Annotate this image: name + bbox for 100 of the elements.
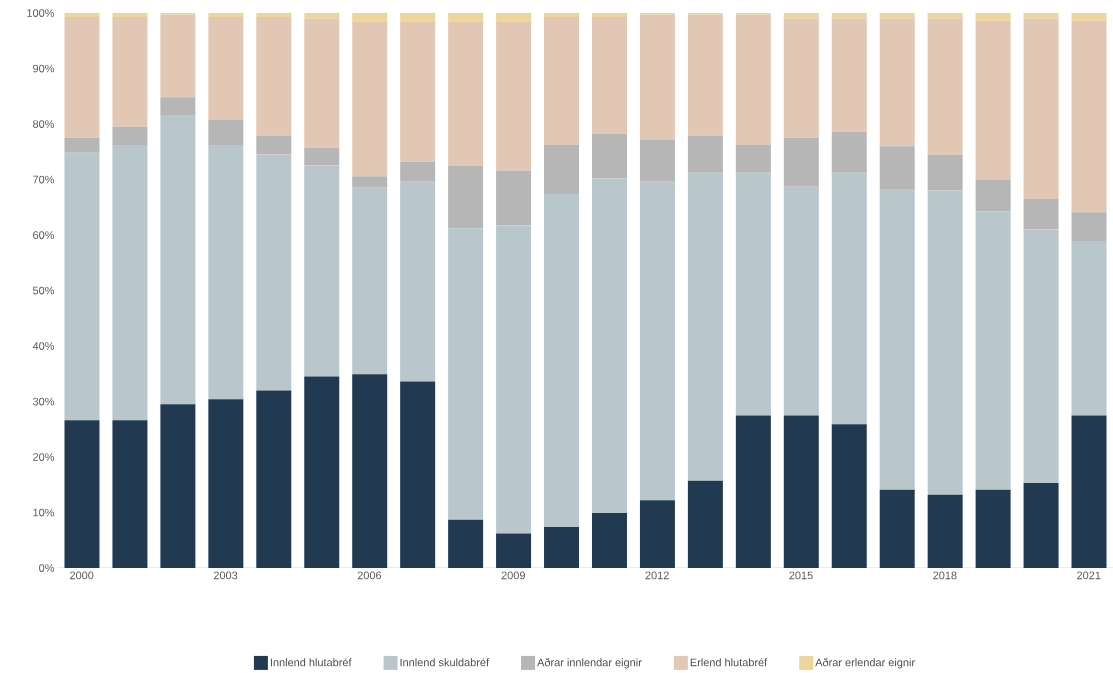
bar [639,14,675,141]
bar [352,374,388,568]
y-tick-label: 70% [33,175,55,184]
bar [160,14,196,98]
bar [1071,415,1107,568]
bar [208,399,244,568]
y-tick-label: 10% [33,508,55,517]
bar [783,18,819,138]
y-tick-label: 90% [33,64,55,73]
y-tick-label: 50% [32,286,55,295]
bar [64,16,100,138]
y-tick-label: 0% [39,564,55,572]
bar [208,145,244,400]
x-tick-label: 2006 [357,571,382,580]
bar [687,480,723,568]
legend-label: Erlend hlutabréf [690,658,768,667]
bar [927,155,963,191]
bar [400,161,436,182]
x-tick-label: 2009 [501,571,525,580]
bar [496,21,532,171]
bar [256,390,292,568]
legend-label: Aðrar innlendar eignir [537,658,642,669]
bar [591,513,627,568]
bar [544,526,580,568]
bar [879,12,915,19]
bar [448,165,484,229]
bar [256,154,292,391]
bar [1023,18,1059,199]
bar [591,12,627,17]
bar [304,12,340,19]
bar [735,415,771,568]
bar [304,376,340,568]
bar [735,172,771,416]
bar [544,193,580,527]
bar [208,120,244,146]
bar [352,21,388,177]
bar [831,172,867,425]
bar [975,180,1011,212]
bar [735,14,771,146]
bar [927,190,963,495]
bar [927,494,963,568]
bar [879,489,915,568]
bar [64,152,100,421]
bar [496,225,532,534]
bar [1023,229,1059,484]
bar [783,12,819,19]
bar [448,519,484,568]
bar [112,420,148,568]
bar [831,18,867,132]
bar [544,16,580,146]
bar [927,12,963,19]
bar [975,211,1011,490]
bar [400,181,436,382]
bar [591,133,627,179]
bar [352,187,388,375]
bar [256,16,292,136]
bar [1071,212,1107,242]
bar [831,424,867,568]
bar [1023,483,1059,568]
bar [783,137,819,187]
bar [927,18,963,156]
bar [352,176,388,188]
bar [687,135,723,173]
bar [448,21,484,166]
bar [448,12,484,22]
bar [64,137,100,153]
bar [783,186,819,416]
bar [975,12,1011,21]
bar [496,533,532,568]
bar [112,16,148,127]
bar [1023,12,1059,19]
y-tick-label: 30% [32,397,55,406]
y-tick-label: 100% [27,9,55,17]
x-tick-label: 2021 [1077,571,1101,580]
bar [448,228,484,520]
bar [496,12,532,22]
bar [1071,20,1107,213]
bar [1023,198,1059,230]
bar [64,420,100,568]
bar [591,16,627,134]
bar [208,12,244,17]
bar [496,170,532,226]
x-tick-label: 2018 [933,571,957,580]
bar [208,16,244,121]
bar [304,165,340,377]
bar [400,381,436,568]
bar [160,115,196,405]
bar [544,145,580,194]
bar [400,12,436,22]
bar [879,18,915,147]
bar [400,21,436,162]
y-tick-label: 40% [32,342,55,350]
bar [735,145,771,173]
legend-label: Innlend hlutabréf [270,658,352,667]
x-tick-label: 2012 [645,571,669,580]
y-tick-label: 20% [33,453,55,461]
bar [639,181,675,501]
x-tick-label: 2003 [213,571,238,580]
bar [160,404,196,568]
bar [304,18,340,148]
